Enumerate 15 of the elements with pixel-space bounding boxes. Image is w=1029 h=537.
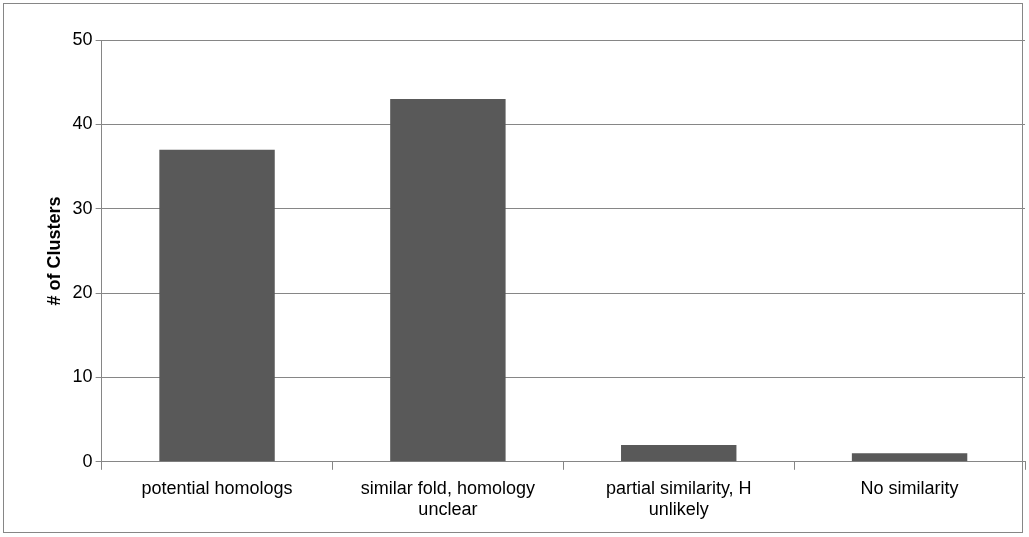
y-tick-label: 20 xyxy=(72,282,93,303)
bar xyxy=(390,99,506,462)
y-axis-title: # of Clusters xyxy=(43,196,64,306)
x-tick-label: No similarity xyxy=(860,477,959,498)
bar xyxy=(621,444,737,462)
bar xyxy=(159,149,275,462)
y-tick-label: 30 xyxy=(72,197,93,218)
bar xyxy=(851,453,968,462)
y-tick-label: 50 xyxy=(72,28,93,49)
x-tick-label: similar fold, homology unclear xyxy=(360,477,535,520)
y-tick-label: 0 xyxy=(82,450,93,471)
y-tick-label: 40 xyxy=(72,113,93,134)
y-tick-label: 10 xyxy=(72,366,93,387)
x-tick-label: partial similarity, H unlikely xyxy=(605,477,752,520)
x-tick-label: potential homologs xyxy=(141,477,293,498)
